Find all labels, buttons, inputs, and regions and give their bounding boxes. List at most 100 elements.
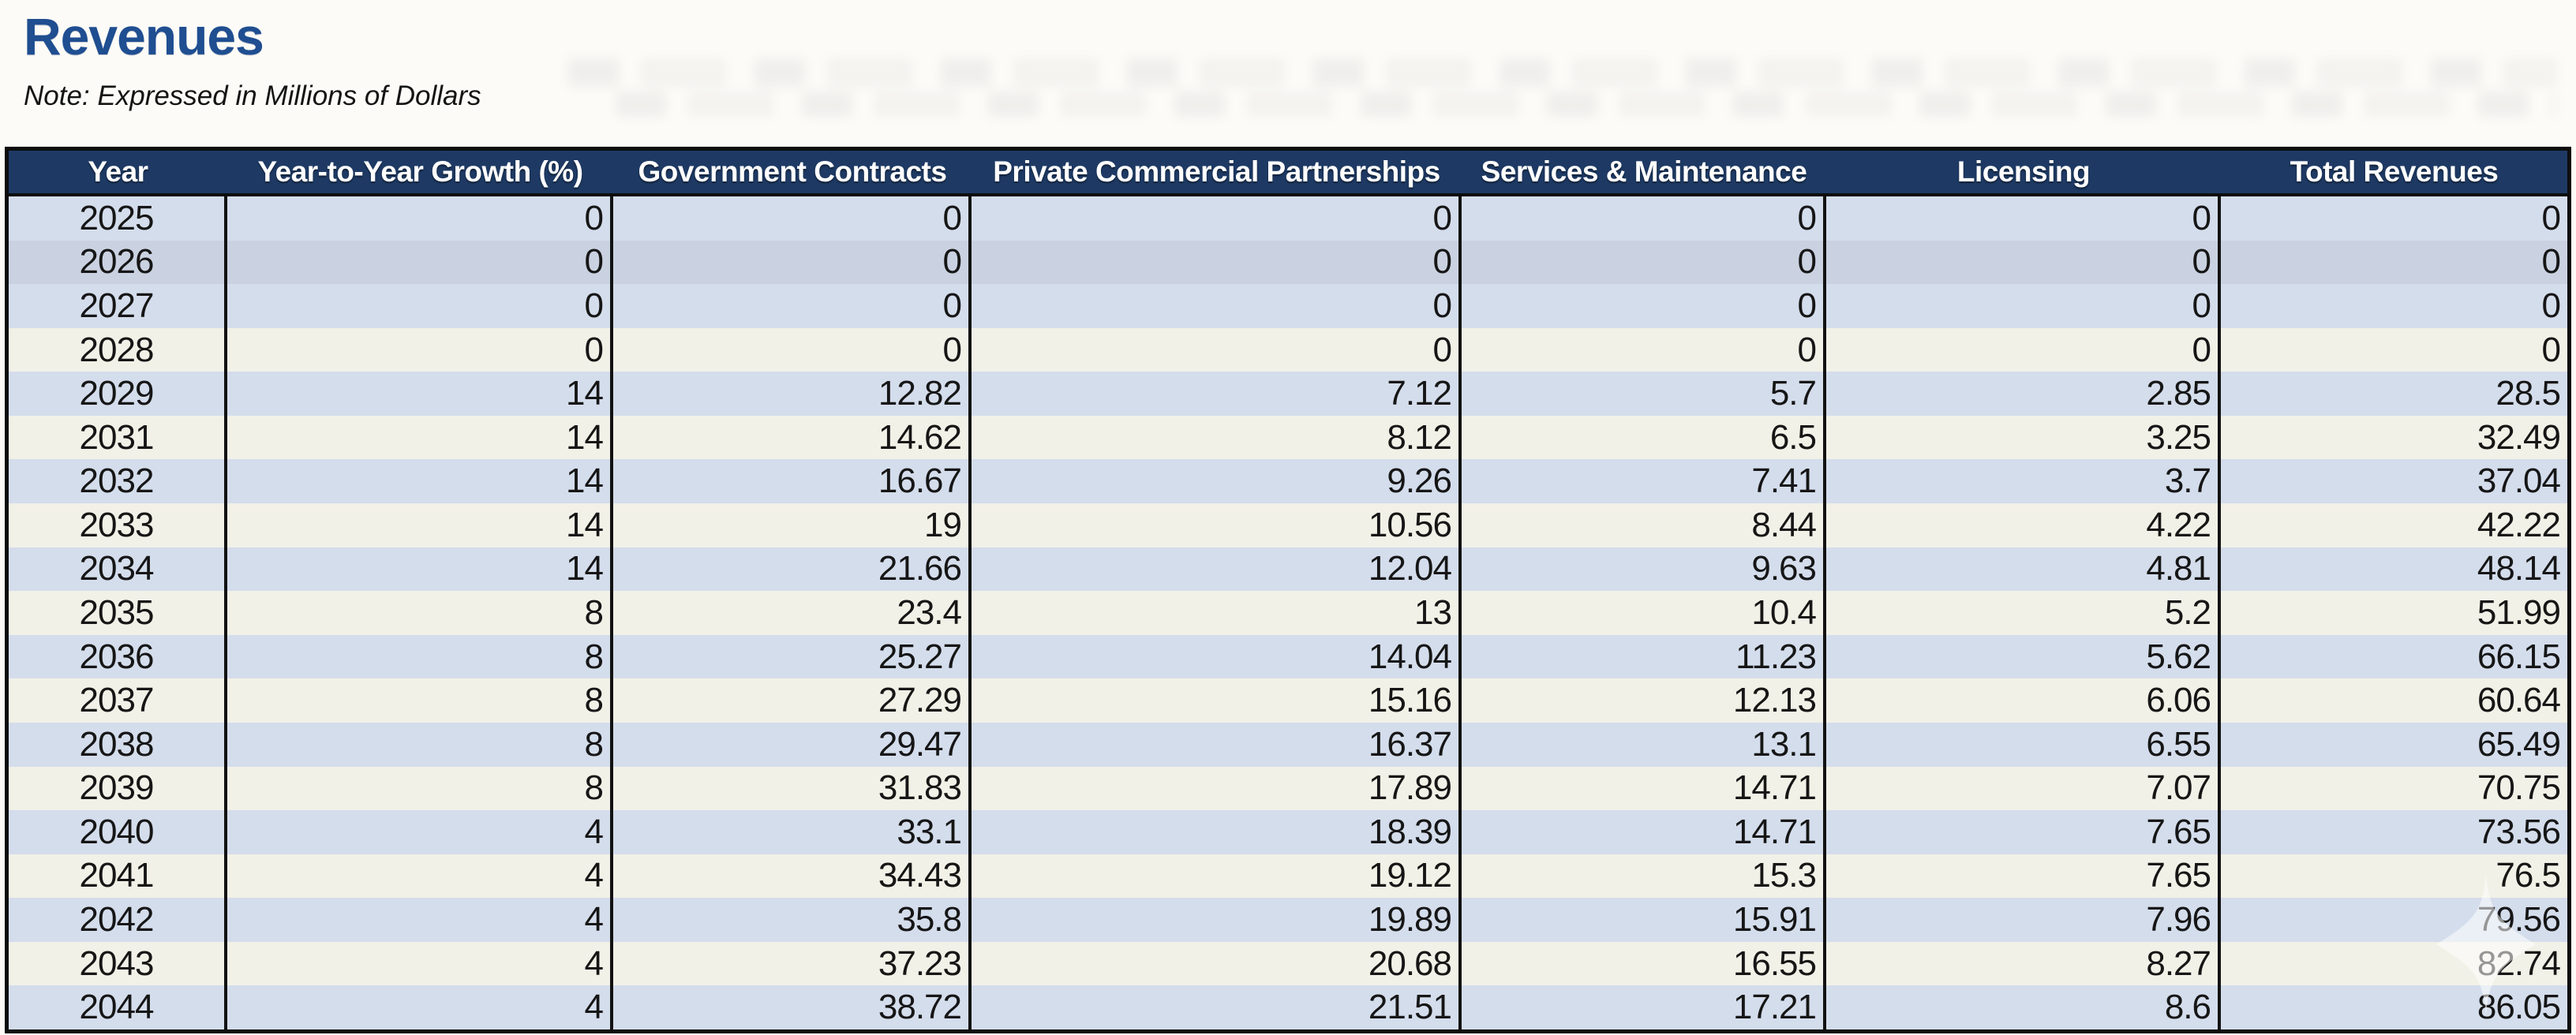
page-note: Note: Expressed in Millions of Dollars bbox=[24, 80, 481, 111]
revenues-table: Year Year-to-Year Growth (%) Government … bbox=[5, 147, 2571, 1033]
cell-growth: 4 bbox=[227, 941, 613, 986]
cell-total: 73.56 bbox=[2477, 812, 2561, 851]
cell-private: 21.51 bbox=[972, 985, 1462, 1029]
cell-services: 0 bbox=[1462, 240, 1826, 285]
cell-services: 6.5 bbox=[1462, 415, 1826, 460]
cell-licensing: 0 bbox=[1826, 284, 2221, 328]
cell-gov: 21.66 bbox=[613, 547, 972, 592]
cell-private: 8.12 bbox=[972, 415, 1462, 460]
cell-total: 70.75 bbox=[2477, 768, 2561, 808]
cell-licensing: 7.65 bbox=[1826, 810, 2221, 854]
cell-year: 2028 bbox=[9, 327, 227, 372]
cell-services: 7.41 bbox=[1462, 459, 1826, 504]
cell-gov: 0 bbox=[613, 327, 972, 372]
header-growth: Year-to-Year Growth (%) bbox=[257, 155, 583, 188]
cell-gov: 31.83 bbox=[613, 766, 972, 811]
cell-gov: 14.62 bbox=[613, 415, 972, 460]
cell-private: 14.04 bbox=[972, 634, 1462, 679]
cell-year: 2032 bbox=[9, 459, 227, 504]
cell-growth: 4 bbox=[227, 898, 613, 942]
cell-services: 16.55 bbox=[1462, 941, 1826, 986]
cell-gov: 35.8 bbox=[613, 898, 972, 942]
cell-total: 0 bbox=[2541, 286, 2561, 325]
cell-year: 2025 bbox=[9, 196, 227, 241]
cell-licensing: 0 bbox=[1826, 327, 2221, 372]
cell-growth: 14 bbox=[227, 415, 613, 460]
cell-private: 17.89 bbox=[972, 766, 1462, 811]
cell-gov: 0 bbox=[613, 284, 972, 328]
cell-year: 2037 bbox=[9, 678, 227, 723]
blurred-text-artifact bbox=[616, 92, 2557, 117]
table-body: 2025 0 0 0 0 0 0 2026 0 0 0 0 0 0 2027 0 0 0 0 0 0 2028 0 0 0 0 0 0… bbox=[9, 196, 2567, 1029]
cell-licensing: 7.07 bbox=[1826, 766, 2221, 811]
cell-gov: 38.72 bbox=[613, 985, 972, 1029]
cell-year: 2029 bbox=[9, 372, 227, 416]
cell-private: 19.89 bbox=[972, 898, 1462, 942]
cell-licensing: 7.65 bbox=[1826, 854, 2221, 899]
cell-total: 42.22 bbox=[2477, 505, 2561, 544]
cell-licensing: 0 bbox=[1826, 196, 2221, 241]
cell-licensing: 4.22 bbox=[1826, 503, 2221, 547]
table-row: 2034 14 21.66 12.04 9.63 4.81 48.14 bbox=[9, 547, 2567, 592]
table-row: 2031 14 14.62 8.12 6.5 3.25 32.49 bbox=[9, 415, 2567, 460]
cell-services: 13.1 bbox=[1462, 722, 1826, 767]
cell-growth: 8 bbox=[227, 766, 613, 811]
cell-private: 9.26 bbox=[972, 459, 1462, 504]
table-row: 2041 4 34.43 19.12 15.3 7.65 76.5 bbox=[9, 854, 2567, 899]
cell-total: 0 bbox=[2541, 198, 2561, 237]
header-year: Year bbox=[88, 155, 148, 188]
cell-total: 79.56 bbox=[2477, 900, 2561, 940]
cell-growth: 4 bbox=[227, 854, 613, 899]
cell-gov: 0 bbox=[613, 196, 972, 241]
cell-growth: 14 bbox=[227, 372, 613, 416]
cell-private: 10.56 bbox=[972, 503, 1462, 547]
header-government-contracts: Government Contracts bbox=[638, 155, 947, 188]
cell-total: 76.5 bbox=[2496, 856, 2561, 895]
cell-total: 0 bbox=[2541, 330, 2561, 369]
header-licensing: Licensing bbox=[1956, 155, 2091, 188]
cell-year: 2031 bbox=[9, 415, 227, 460]
cell-total: 66.15 bbox=[2477, 637, 2561, 676]
cell-private: 0 bbox=[972, 196, 1462, 241]
cell-growth: 0 bbox=[227, 284, 613, 328]
cell-licensing: 5.62 bbox=[1826, 634, 2221, 679]
cell-gov: 29.47 bbox=[613, 722, 972, 767]
cell-year: 2035 bbox=[9, 591, 227, 635]
cell-gov: 27.29 bbox=[613, 678, 972, 723]
cell-services: 0 bbox=[1462, 327, 1826, 372]
cell-services: 0 bbox=[1462, 284, 1826, 328]
table-row: 2035 8 23.4 13 10.4 5.2 51.99 bbox=[9, 591, 2567, 635]
cell-services: 0 bbox=[1462, 196, 1826, 241]
page-title: Revenues bbox=[24, 7, 264, 65]
cell-total: 65.49 bbox=[2477, 724, 2561, 764]
cell-total: 0 bbox=[2541, 242, 2561, 282]
cell-total: 86.05 bbox=[2477, 988, 2561, 1027]
table-row: 2043 4 37.23 20.68 16.55 8.27 82.74 bbox=[9, 941, 2567, 986]
header-private-commercial-partnerships: Private Commercial Partnerships bbox=[993, 155, 1440, 188]
cell-private: 0 bbox=[972, 327, 1462, 372]
cell-licensing: 6.06 bbox=[1826, 678, 2221, 723]
cell-licensing: 3.25 bbox=[1826, 415, 2221, 460]
cell-year: 2027 bbox=[9, 284, 227, 328]
cell-year: 2041 bbox=[9, 854, 227, 899]
cell-growth: 4 bbox=[227, 810, 613, 854]
table-row: 2029 14 12.82 7.12 5.7 2.85 28.5 bbox=[9, 372, 2567, 416]
cell-licensing: 0 bbox=[1826, 240, 2221, 285]
blurred-text-artifact bbox=[568, 58, 2557, 87]
table-row: 2033 14 19 10.56 8.44 4.22 42.22 bbox=[9, 503, 2567, 547]
cell-growth: 8 bbox=[227, 678, 613, 723]
cell-year: 2043 bbox=[9, 941, 227, 986]
cell-total: 37.04 bbox=[2477, 461, 2561, 501]
cell-private: 13 bbox=[972, 591, 1462, 635]
cell-services: 15.3 bbox=[1462, 854, 1826, 899]
cell-year: 2044 bbox=[9, 985, 227, 1029]
cell-gov: 23.4 bbox=[613, 591, 972, 635]
cell-private: 12.04 bbox=[972, 547, 1462, 592]
table-row: 2032 14 16.67 9.26 7.41 3.7 37.04 bbox=[9, 459, 2567, 504]
cell-growth: 8 bbox=[227, 634, 613, 679]
cell-licensing: 6.55 bbox=[1826, 722, 2221, 767]
cell-services: 17.21 bbox=[1462, 985, 1826, 1029]
cell-private: 16.37 bbox=[972, 722, 1462, 767]
cell-gov: 34.43 bbox=[613, 854, 972, 899]
table-row: 2026 0 0 0 0 0 0 bbox=[9, 240, 2567, 285]
